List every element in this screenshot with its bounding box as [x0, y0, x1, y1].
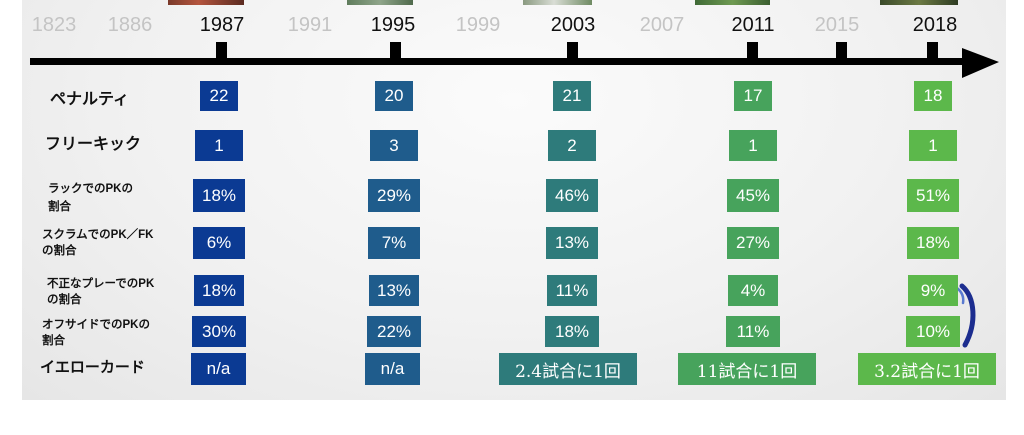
cell-1987-yellow-card: n/a	[191, 353, 246, 385]
cell-1995-offside-pk-pct: 22%	[367, 316, 421, 347]
year-label-2007: 2007	[639, 14, 685, 36]
timeline-arrowhead	[962, 48, 999, 78]
year-label-2018: 2018	[912, 14, 958, 36]
photo-2018	[880, 0, 958, 5]
cell-2018-scrum-pk-fk-pct: 18%	[907, 227, 959, 259]
timeline-tick-1995	[390, 42, 401, 59]
timeline	[30, 42, 999, 78]
cell-1995-penalty: 20	[375, 81, 413, 111]
timeline-tick-2015	[836, 42, 847, 59]
logo-swoosh-graphic	[955, 283, 976, 348]
row-label-offside-pk-pct: オフサイドでのPKの 割合	[42, 319, 150, 347]
row-label-free-kick: フリーキック	[45, 136, 142, 153]
year-label-1987: 1987	[199, 14, 245, 36]
cell-1995-foul-play-pk-pct: 13%	[369, 275, 419, 306]
timeline-line	[30, 58, 970, 65]
year-label-1886: 1886	[107, 14, 153, 36]
cell-2011-ruck-pk-pct: 45%	[727, 179, 779, 212]
cell-2003-penalty: 21	[553, 81, 591, 111]
cell-2018-penalty: 18	[914, 81, 952, 111]
cell-2011-scrum-pk-fk-pct: 27%	[727, 227, 779, 259]
cell-2018-yellow-card: 3.2試合に1回	[858, 353, 996, 385]
timeline-tick-2018	[927, 42, 938, 59]
slide-background	[22, 0, 1006, 400]
cell-2011-foul-play-pk-pct: 4%	[728, 275, 778, 306]
cell-1987-foul-play-pk-pct: 18%	[194, 275, 244, 306]
cell-1987-penalty: 22	[200, 81, 238, 111]
cell-2003-offside-pk-pct: 18%	[545, 316, 599, 347]
year-label-1995: 1995	[370, 14, 416, 36]
cell-2011-offside-pk-pct: 11%	[726, 316, 780, 347]
year-label-1991: 1991	[287, 14, 333, 36]
timeline-tick-2003	[567, 42, 578, 59]
year-label-2011: 2011	[731, 14, 775, 36]
cell-1995-yellow-card: n/a	[365, 353, 420, 385]
cell-2018-ruck-pk-pct: 51%	[907, 179, 959, 212]
cell-2011-yellow-card: 11試合に1回	[678, 353, 816, 385]
timeline-tick-2011	[747, 42, 758, 59]
row-label-penalty: ペナルティ	[50, 91, 130, 108]
row-label-scrum-pk-fk-pct: スクラムでのPK／FK の割合	[42, 229, 154, 257]
cell-1987-scrum-pk-fk-pct: 6%	[193, 227, 245, 259]
cell-2003-scrum-pk-fk-pct: 13%	[546, 227, 598, 259]
cell-1995-ruck-pk-pct: 29%	[368, 179, 420, 212]
timeline-tick-1987	[216, 42, 227, 59]
cell-2018-free-kick: 1	[909, 130, 957, 161]
row-label-yellow-card: イエローカード	[40, 359, 145, 376]
row-label-ruck-pk-pct: ラックでのPKの 割合	[48, 183, 133, 213]
photo-1995	[347, 0, 413, 5]
year-label-2015: 2015	[814, 14, 860, 36]
cell-2003-yellow-card: 2.4試合に1回	[499, 353, 637, 385]
timeline-ticks	[216, 42, 938, 59]
cell-2003-foul-play-pk-pct: 11%	[547, 275, 597, 306]
row-label-foul-play-pk-pct: 不正なプレーでのPK の割合	[47, 278, 155, 306]
photo-1987	[168, 0, 244, 5]
cell-2011-penalty: 17	[734, 81, 772, 111]
cell-1995-scrum-pk-fk-pct: 7%	[368, 227, 420, 259]
year-label-1999: 1999	[455, 14, 501, 36]
cell-1987-free-kick: 1	[195, 130, 243, 161]
cell-2011-free-kick: 1	[729, 130, 777, 161]
photo-2011	[695, 0, 770, 5]
cell-2003-ruck-pk-pct: 46%	[546, 179, 598, 212]
cell-1987-ruck-pk-pct: 18%	[193, 179, 245, 212]
cell-2003-free-kick: 2	[548, 130, 596, 161]
cell-1995-free-kick: 3	[370, 130, 418, 161]
photo-2003	[523, 0, 592, 5]
cell-1987-offside-pk-pct: 30%	[192, 316, 246, 347]
cell-2018-offside-pk-pct: 10%	[906, 316, 960, 347]
year-label-1823: 1823	[31, 14, 77, 36]
year-label-2003: 2003	[550, 14, 596, 36]
cell-2018-foul-play-pk-pct: 9%	[908, 275, 958, 306]
